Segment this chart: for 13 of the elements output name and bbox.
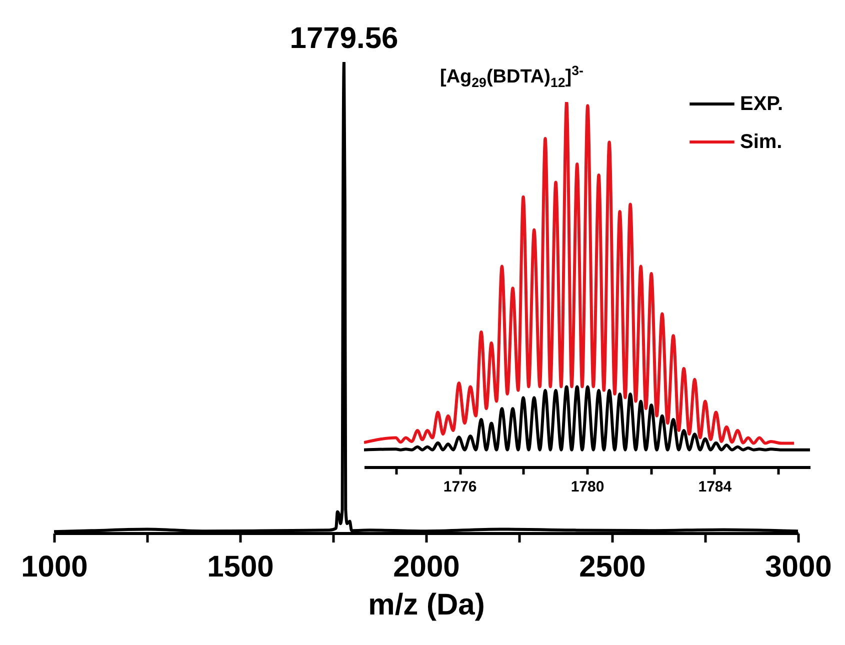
x-tick-label: 2500 <box>579 550 646 584</box>
x-tick-label: 1000 <box>21 550 88 584</box>
legend-label: EXP. <box>740 93 783 115</box>
chart-title: [Ag$_{29}$(BDTA)$_{12}$]$^{3-}$ <box>440 63 584 90</box>
x-tick-label: 1776 <box>443 478 477 496</box>
annotation: 1779.56 <box>290 22 398 55</box>
x-tick-label: 1780 <box>570 478 604 496</box>
x-tick-label: 1500 <box>207 550 274 584</box>
x-axis-title: m/z (Da) <box>368 588 485 622</box>
x-tick-label: 1784 <box>698 478 732 496</box>
x-tick-label: 3000 <box>765 550 832 584</box>
legend-label: Sim. <box>740 131 782 153</box>
x-tick-label: 2000 <box>393 550 460 584</box>
